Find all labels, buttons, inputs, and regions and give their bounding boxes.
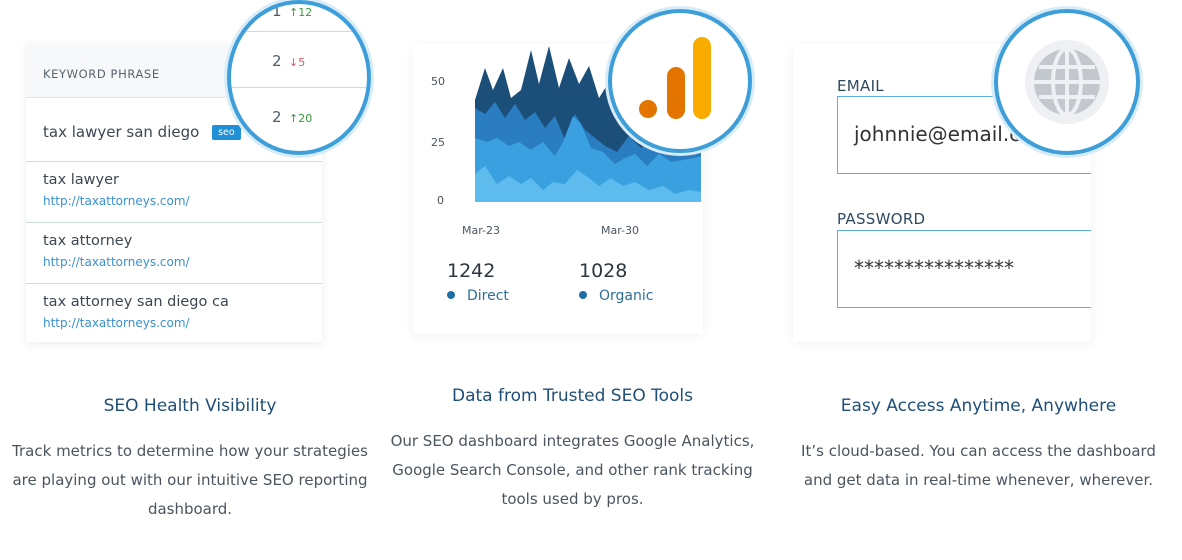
feature-title: SEO Health Visibility xyxy=(103,396,277,416)
description-line: dashboard. xyxy=(147,500,233,518)
rank-row: 2 ↓5 xyxy=(231,32,367,88)
globe-icon xyxy=(1025,40,1109,124)
y-tick-label: 50 xyxy=(431,75,445,88)
keyword-phrase: tax lawyer xyxy=(43,172,119,188)
keyword-row: tax attorney http://taxattorneys.com/ xyxy=(26,223,322,284)
email-label: EMAIL xyxy=(837,77,884,95)
keyword-row: tax lawyer http://taxattorneys.com/ xyxy=(26,162,322,223)
feature-description: It’s cloud-based. You can access the das… xyxy=(775,437,1182,495)
rank-change: ↑12 xyxy=(289,6,313,19)
traffic-area-chart: 50 25 0 Mar-23 Mar-30 xyxy=(431,46,701,237)
feature-seo-health: KEYWORD PHRASE tax lawyer san diego seo … xyxy=(0,0,380,560)
feature-title: Data from Trusted SEO Tools xyxy=(452,386,693,406)
description-line: Google Search Console, and other rank tr… xyxy=(392,461,753,479)
keyword-row: tax attorney san diego ca http://taxatto… xyxy=(26,284,322,345)
description-line: and get data in real-time whenever, wher… xyxy=(803,471,1154,489)
feature-description: Our SEO dashboard integrates Google Anal… xyxy=(385,427,760,514)
feature-trusted-tools: 50 25 0 Mar-23 Mar-30 1242 Direct 1028 O… xyxy=(385,0,760,560)
metric-label: Organic xyxy=(579,288,653,304)
metric-label: Direct xyxy=(447,288,509,304)
rank-change: ↑20 xyxy=(289,112,313,125)
y-tick-label: 25 xyxy=(431,136,445,149)
keyword-phrase: tax lawyer san diego xyxy=(43,123,200,141)
feature-easy-access: EMAIL johnnie@email.c PASSWORD *********… xyxy=(775,0,1182,560)
keyword-url-link[interactable]: http://taxattorneys.com/ xyxy=(43,194,190,208)
legend-dot-icon xyxy=(579,291,587,299)
rank-magnifier: 1 ↑12 2 ↓5 2 ↑20 xyxy=(227,0,371,155)
google-analytics-magnifier xyxy=(608,9,752,153)
feature-description: Track metrics to determine how your stra… xyxy=(0,437,380,524)
y-tick-label: 0 xyxy=(437,194,444,207)
metric-direct: 1242 Direct xyxy=(447,260,509,304)
metric-label-text: Direct xyxy=(467,288,509,304)
metric-value: 1028 xyxy=(579,260,628,282)
rank-row: 1 ↑12 xyxy=(231,2,367,32)
description-line: tools used by pros. xyxy=(501,490,644,508)
area-series-lightest xyxy=(475,166,701,202)
description-line: Our SEO dashboard integrates Google Anal… xyxy=(390,432,755,450)
description-line: Track metrics to determine how your stra… xyxy=(12,442,368,460)
rank-row: 2 ↑20 xyxy=(231,88,367,144)
google-analytics-logo-icon xyxy=(639,37,711,119)
rank-value: 2 xyxy=(272,108,282,126)
keyword-row-featured: tax lawyer san diego seo xyxy=(26,98,322,162)
description-line: It’s cloud-based. You can access the das… xyxy=(801,442,1156,460)
x-tick-label: Mar-23 xyxy=(462,224,500,237)
globe-magnifier xyxy=(994,9,1140,155)
password-label: PASSWORD xyxy=(837,210,926,228)
metric-value: 1242 xyxy=(447,260,496,282)
legend-dot-icon xyxy=(447,291,455,299)
feature-title: Easy Access Anytime, Anywhere xyxy=(840,396,1117,416)
metric-label-text: Organic xyxy=(599,288,654,304)
rank-change: ↓5 xyxy=(289,56,306,69)
rank-value: 1 xyxy=(272,2,282,20)
metric-organic: 1028 Organic xyxy=(579,260,653,304)
password-field[interactable]: **************** xyxy=(837,230,1091,308)
keyword-url-link[interactable]: http://taxattorneys.com/ xyxy=(43,316,190,330)
seo-badge: seo xyxy=(212,125,241,140)
keyword-phrase: tax attorney san diego ca xyxy=(43,294,229,310)
keyword-phrase: tax attorney xyxy=(43,233,133,249)
description-line: are playing out with our intuitive SEO r… xyxy=(12,471,368,489)
rank-value: 2 xyxy=(272,52,282,70)
x-tick-label: Mar-30 xyxy=(601,224,639,237)
keyword-url-link[interactable]: http://taxattorneys.com/ xyxy=(43,255,190,269)
